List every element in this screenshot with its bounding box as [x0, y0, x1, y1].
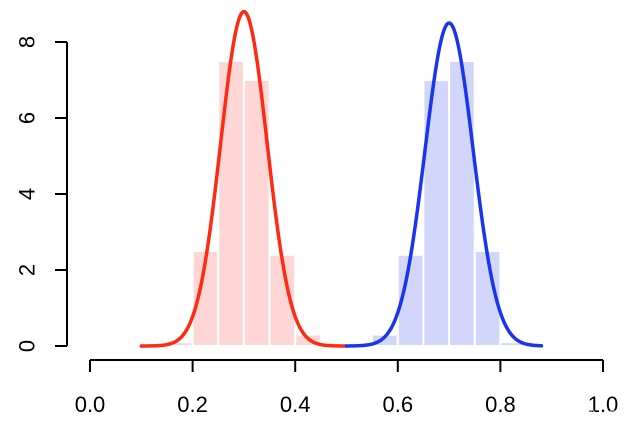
y-tick-label-2: 2 — [15, 264, 40, 276]
density-curve-2 — [344, 21, 544, 348]
x-axis: 0.0 0.2 0.4 0.6 0.8 1.0 — [75, 359, 619, 417]
y-tick-label-8: 8 — [15, 36, 40, 48]
x-tick-label-0.2: 0.2 — [177, 392, 208, 417]
y-axis: 0 2 4 6 8 — [15, 36, 68, 352]
y-tick-label-0: 0 — [15, 340, 40, 352]
histogram-bar-2-5 — [448, 60, 476, 347]
y-tick-label-6: 6 — [15, 112, 40, 124]
histogram-bar-2-4 — [422, 79, 451, 347]
density-curves — [139, 9, 544, 348]
x-tick-label-1.0: 1.0 — [588, 392, 619, 417]
x-tick-label-0.6: 0.6 — [383, 392, 414, 417]
y-tick-label-4: 4 — [15, 188, 40, 200]
x-tick-label-0.4: 0.4 — [280, 392, 311, 417]
x-tick-label-0.0: 0.0 — [75, 392, 106, 417]
density-curve-1 — [139, 9, 349, 348]
histogram-bars — [165, 60, 528, 348]
watermark: @稀土掘金技术社区 — [512, 409, 621, 423]
x-tick-label-0.8: 0.8 — [485, 392, 516, 417]
histogram-bar-1-3 — [217, 60, 245, 347]
